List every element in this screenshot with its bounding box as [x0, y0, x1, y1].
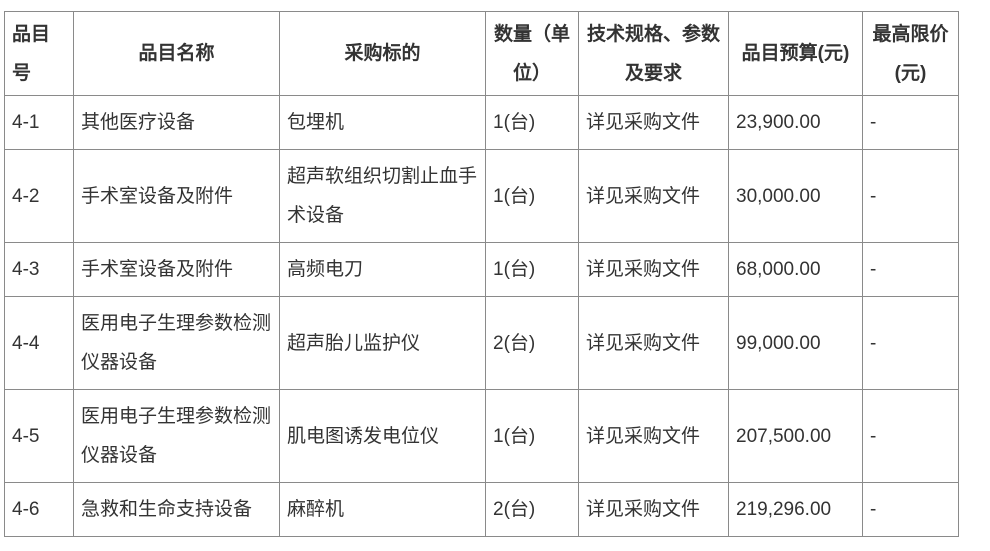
- cell-id: 4-1: [4, 95, 74, 150]
- header-row: 品目号 品目名称 采购标的 数量（单位） 技术规格、参数及要求 品目预算(元) …: [4, 11, 959, 96]
- cell-budget: 207,500.00: [728, 389, 863, 483]
- cell-id: 4-4: [4, 296, 74, 390]
- cell-qty: 2(台): [485, 482, 579, 537]
- cell-qty: 1(台): [485, 389, 579, 483]
- cell-qty: 1(台): [485, 149, 579, 243]
- cell-limit: -: [862, 389, 959, 483]
- cell-target: 超声软组织切割止血手术设备: [279, 149, 486, 243]
- cell-budget: 68,000.00: [728, 242, 863, 297]
- procurement-table: 品目号 品目名称 采购标的 数量（单位） 技术规格、参数及要求 品目预算(元) …: [4, 11, 959, 537]
- cell-limit: -: [862, 296, 959, 390]
- header-max-price: 最高限价(元): [862, 11, 959, 96]
- header-quantity: 数量（单位）: [485, 11, 579, 96]
- header-item-no: 品目号: [4, 11, 74, 96]
- cell-id: 4-6: [4, 482, 74, 537]
- cell-target: 包埋机: [279, 95, 486, 150]
- cell-target: 超声胎儿监护仪: [279, 296, 486, 390]
- table-row: 4-6 急救和生命支持设备 麻醉机 2(台) 详见采购文件 219,296.00…: [4, 482, 959, 537]
- cell-target: 麻醉机: [279, 482, 486, 537]
- table-row: 4-4 医用电子生理参数检测仪器设备 超声胎儿监护仪 2(台) 详见采购文件 9…: [4, 296, 959, 390]
- cell-spec: 详见采购文件: [578, 482, 729, 537]
- cell-spec: 详见采购文件: [578, 296, 729, 390]
- cell-name: 其他医疗设备: [73, 95, 280, 150]
- header-spec: 技术规格、参数及要求: [578, 11, 729, 96]
- table-row: 4-5 医用电子生理参数检测仪器设备 肌电图诱发电位仪 1(台) 详见采购文件 …: [4, 389, 959, 483]
- cell-target: 肌电图诱发电位仪: [279, 389, 486, 483]
- cell-id: 4-5: [4, 389, 74, 483]
- cell-target: 高频电刀: [279, 242, 486, 297]
- header-target: 采购标的: [279, 11, 486, 96]
- cell-limit: -: [862, 482, 959, 537]
- cell-name: 医用电子生理参数检测仪器设备: [73, 389, 280, 483]
- cell-limit: -: [862, 149, 959, 243]
- cell-budget: 99,000.00: [728, 296, 863, 390]
- table-row: 4-3 手术室设备及附件 高频电刀 1(台) 详见采购文件 68,000.00 …: [4, 242, 959, 297]
- cell-qty: 2(台): [485, 296, 579, 390]
- cell-id: 4-3: [4, 242, 74, 297]
- cell-name: 急救和生命支持设备: [73, 482, 280, 537]
- cell-budget: 30,000.00: [728, 149, 863, 243]
- cell-limit: -: [862, 242, 959, 297]
- cell-budget: 23,900.00: [728, 95, 863, 150]
- cell-qty: 1(台): [485, 95, 579, 150]
- cell-spec: 详见采购文件: [578, 389, 729, 483]
- header-budget: 品目预算(元): [728, 11, 863, 96]
- table-row: 4-2 手术室设备及附件 超声软组织切割止血手术设备 1(台) 详见采购文件 3…: [4, 149, 959, 243]
- cell-id: 4-2: [4, 149, 74, 243]
- header-item-name: 品目名称: [73, 11, 280, 96]
- cell-spec: 详见采购文件: [578, 95, 729, 150]
- cell-name: 手术室设备及附件: [73, 149, 280, 243]
- cell-spec: 详见采购文件: [578, 149, 729, 243]
- cell-qty: 1(台): [485, 242, 579, 297]
- cell-name: 手术室设备及附件: [73, 242, 280, 297]
- cell-budget: 219,296.00: [728, 482, 863, 537]
- table-row: 4-1 其他医疗设备 包埋机 1(台) 详见采购文件 23,900.00 -: [4, 95, 959, 150]
- cell-limit: -: [862, 95, 959, 150]
- cell-spec: 详见采购文件: [578, 242, 729, 297]
- cell-name: 医用电子生理参数检测仪器设备: [73, 296, 280, 390]
